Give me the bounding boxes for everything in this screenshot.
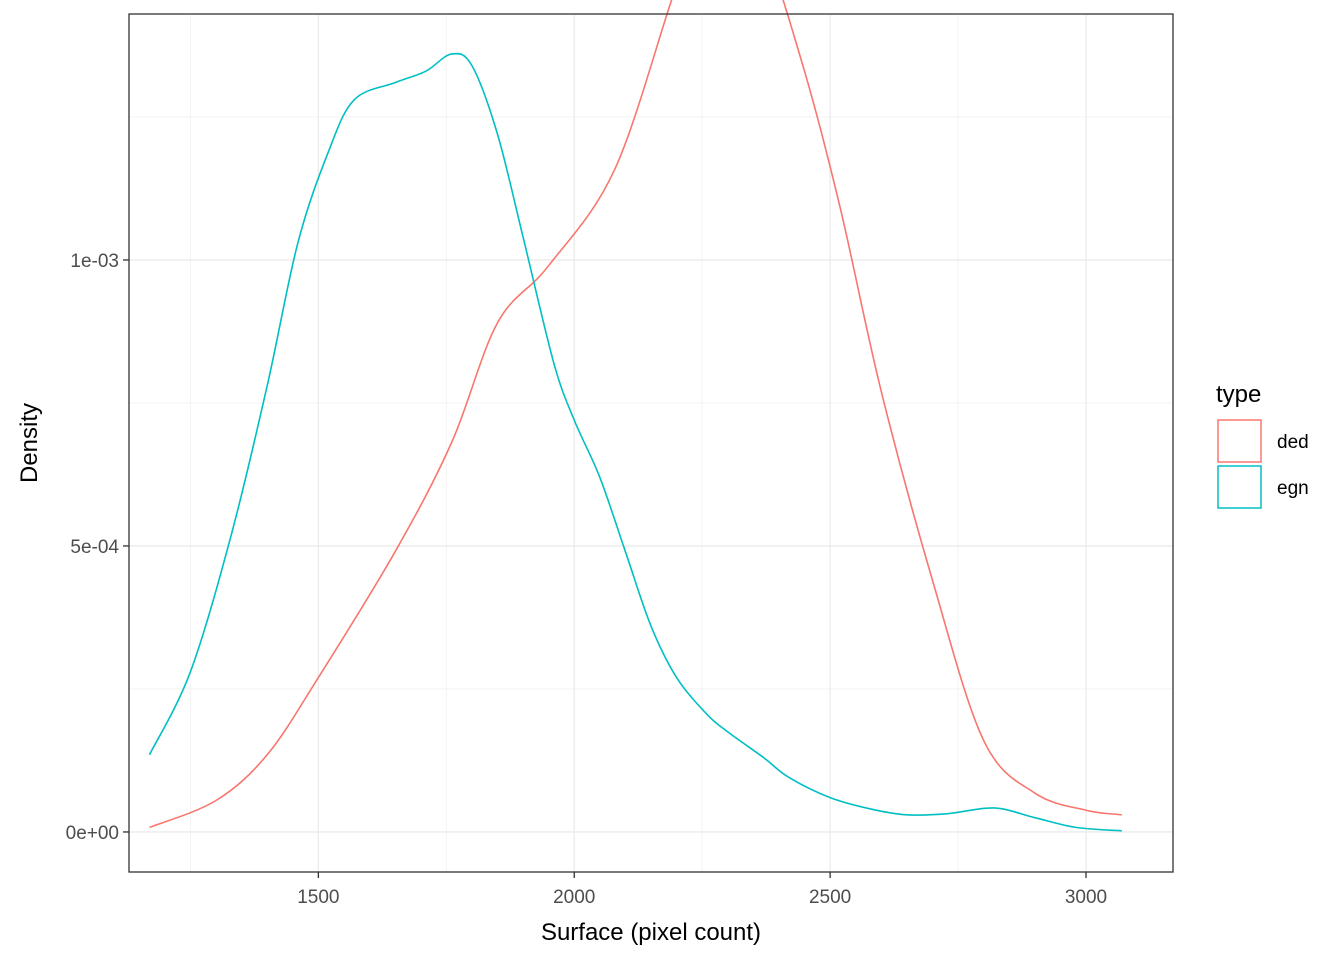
x-tick-label: 2000 — [553, 887, 595, 908]
legend-items: ded egn — [1217, 419, 1309, 509]
density-line-ded — [149, 0, 1122, 829]
x-axis-ticks: 1500 2000 2500 3000 — [297, 872, 1107, 908]
legend-label-egn: egn — [1277, 478, 1309, 499]
x-tick-label: 2500 — [809, 887, 851, 908]
x-tick-label: 3000 — [1065, 887, 1107, 908]
y-tick-label: 1e-03 — [70, 251, 119, 272]
x-tick-label: 1500 — [297, 887, 339, 908]
legend-key-egn — [1217, 465, 1262, 509]
grid-major — [129, 14, 1173, 872]
legend-title: type — [1216, 381, 1261, 408]
plot-background — [129, 14, 1173, 872]
series-lines — [148, 0, 1122, 832]
grid-minor — [129, 14, 1173, 872]
legend-item-egn: egn — [1217, 465, 1309, 509]
x-axis-title: Surface (pixel count) — [541, 919, 761, 946]
legend-label-ded: ded — [1277, 432, 1309, 453]
legend-key-ded — [1217, 419, 1262, 463]
y-tick-label: 5e-04 — [70, 537, 119, 558]
y-axis-title: Density — [16, 403, 43, 483]
legend: type ded egn — [1216, 381, 1309, 509]
legend-item-ded: ded — [1217, 419, 1309, 463]
plot-border — [128, 13, 1174, 873]
y-tick-label: 0e+00 — [66, 823, 119, 844]
density-line-egn — [148, 52, 1122, 832]
y-axis-ticks: 0e+00 5e-04 1e-03 — [66, 251, 129, 844]
